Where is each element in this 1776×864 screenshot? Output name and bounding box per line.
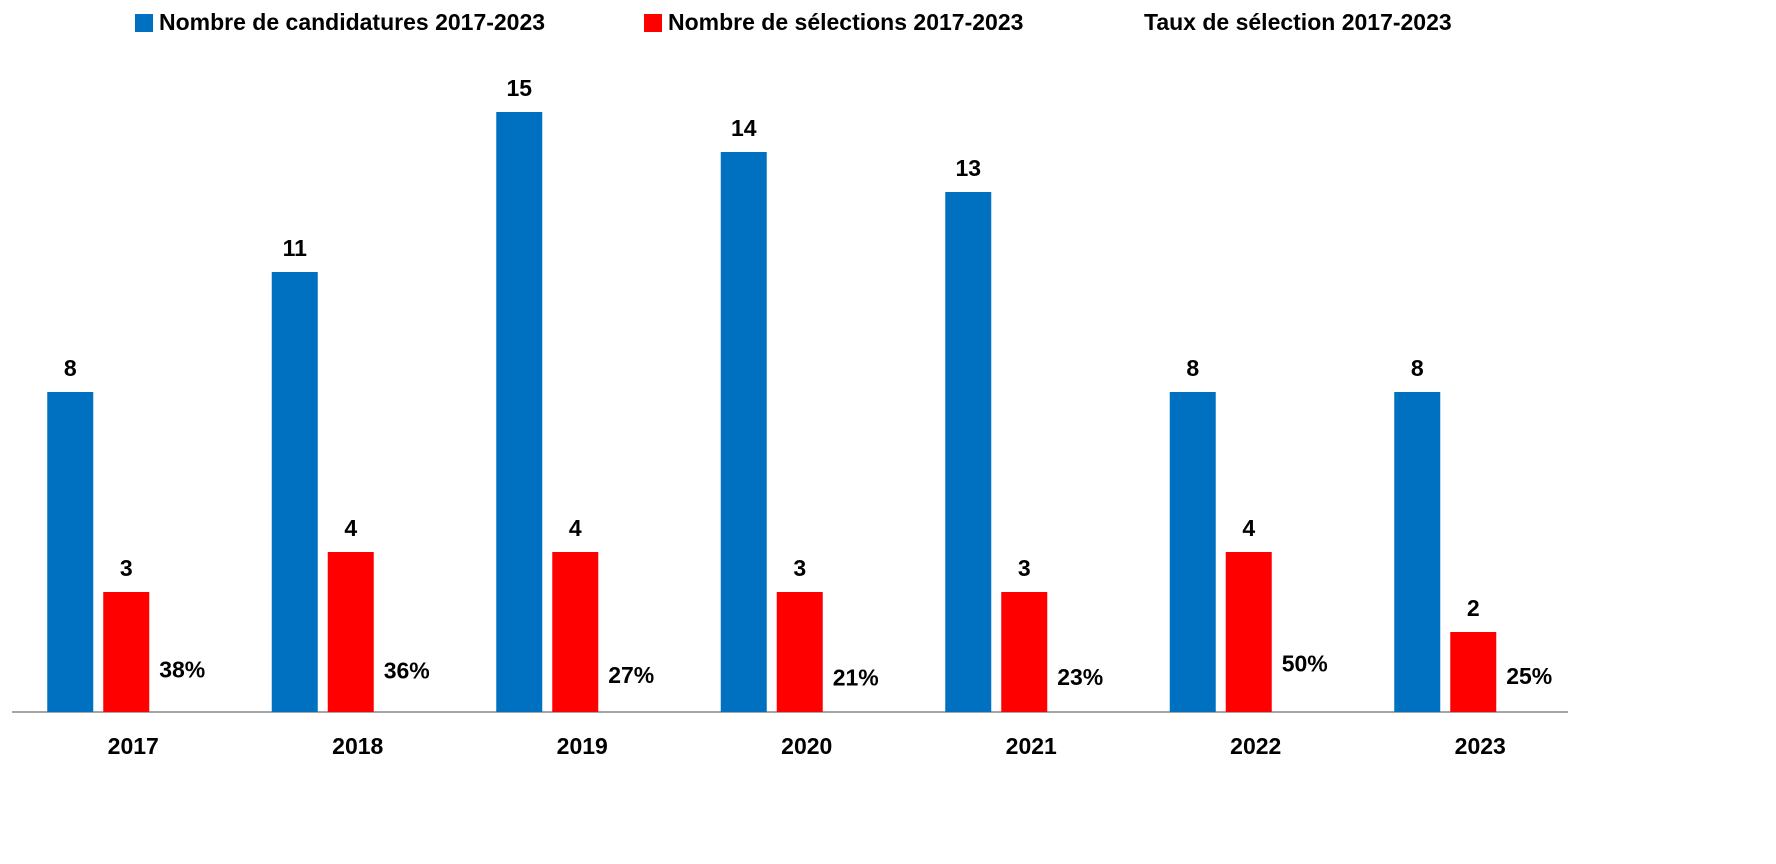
data-label: 21% [833,665,879,691]
bar [1450,632,1497,712]
bar [776,592,823,712]
legend-label: Nombre de candidatures 2017-2023 [159,9,545,35]
legend-label: Taux de sélection 2017-2023 [1144,9,1452,35]
data-label: 23% [1057,664,1103,690]
x-tick-label: 2019 [557,733,608,759]
legend-label: Nombre de sélections 2017-2023 [668,9,1023,35]
bar [1506,700,1552,712]
legend-marker [135,14,153,32]
data-label: 14 [731,115,757,141]
data-label: 8 [1411,355,1424,381]
data-label: 50% [1282,650,1328,676]
data-label: 15 [506,75,532,101]
bar [1282,687,1328,712]
x-tick-label: 2020 [781,733,832,759]
bar [1001,592,1048,712]
x-tick-label: 2021 [1006,733,1057,759]
data-label: 4 [1242,515,1255,541]
bar [1169,392,1216,712]
legend-marker [644,14,662,32]
data-label: 25% [1506,663,1552,689]
x-tick-label: 2018 [332,733,383,759]
bar [103,592,150,712]
legend-marker [1120,14,1138,32]
data-label: 11 [283,235,308,261]
bar [47,392,94,712]
data-label: 4 [344,515,357,541]
data-label: 38% [159,656,205,682]
bar [384,694,430,712]
bar [720,152,767,712]
data-label: 36% [384,657,430,683]
bar [833,702,879,712]
bar [271,272,318,712]
data-label: 3 [1018,555,1031,581]
data-label: 13 [955,155,981,181]
bar [1057,701,1103,712]
data-label: 8 [64,355,77,381]
bar [159,693,205,712]
bar [608,699,654,712]
bar [1394,392,1441,712]
x-tick-label: 2023 [1455,733,1506,759]
bar [1225,552,1272,712]
data-label: 4 [569,515,582,541]
data-label: 27% [608,662,654,688]
bar [496,112,543,712]
data-label: 3 [120,555,133,581]
x-tick-label: 2022 [1230,733,1281,759]
bar [945,192,992,712]
bar [327,552,374,712]
data-label: 8 [1186,355,1199,381]
data-label: 2 [1467,595,1480,621]
data-label: 3 [793,555,806,581]
bar [552,552,599,712]
x-tick-label: 2017 [108,733,159,759]
